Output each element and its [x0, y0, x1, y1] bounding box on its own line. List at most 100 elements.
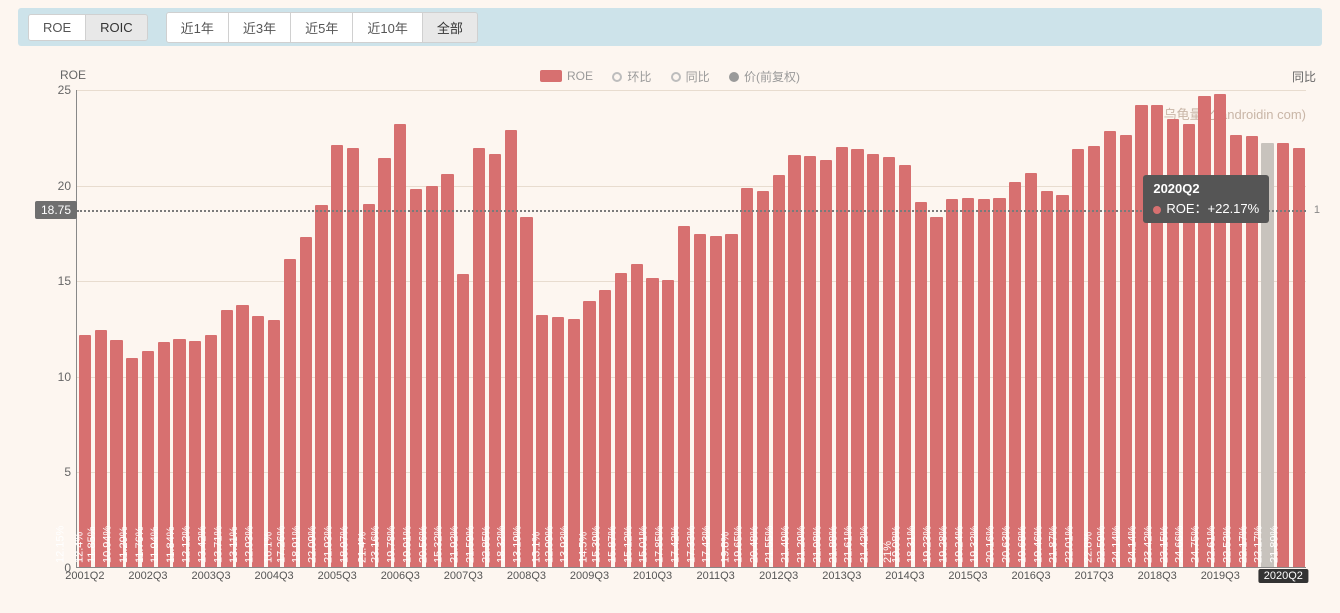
bar-value-label: 13.71%: [212, 526, 224, 563]
y-tick: 20: [58, 179, 71, 193]
bar-value-label: 22.17%: [1253, 526, 1265, 563]
bar-2017Q1[interactable]: 21.87%: [1072, 149, 1084, 567]
bar-value-label: 19.65%: [732, 526, 744, 563]
bar-value-label: 12.12%: [180, 526, 192, 563]
x-tick: 2014Q3: [885, 570, 924, 582]
tooltip-row: ROE：+22.17%: [1153, 198, 1259, 217]
bar-2019Q2[interactable]: 24.75%: [1214, 94, 1226, 567]
bar-2016Q3[interactable]: 19.68%: [1041, 191, 1053, 567]
period-tab-全部[interactable]: 全部: [423, 13, 477, 42]
bar-2010Q3[interactable]: 15.01%: [662, 280, 674, 567]
bar-2007Q4[interactable]: 21.59%: [489, 154, 501, 567]
bar-2016Q4[interactable]: 19.46%: [1056, 195, 1068, 567]
bar-2011Q3[interactable]: 17.43%: [725, 234, 737, 567]
bar-2019Q1[interactable]: 24.66%: [1198, 96, 1210, 567]
bar-2014Q3[interactable]: 19.08%: [915, 202, 927, 567]
bar-2011Q1[interactable]: 17.42%: [694, 234, 706, 567]
bar-2010Q4[interactable]: 17.85%: [678, 226, 690, 567]
bar-2008Q2[interactable]: 18.32%: [520, 217, 532, 567]
bar-2012Q2[interactable]: 20.48%: [773, 175, 785, 567]
plot-area[interactable]: 051015202512.15%12.4%11.85%10.94%11.29%1…: [76, 90, 1306, 568]
bar-value-label: 21.92%: [448, 526, 460, 563]
bar-value-label: 19.32%: [969, 526, 981, 563]
period-tab-近1年[interactable]: 近1年: [167, 13, 229, 42]
bar-value-label: 11.94%: [149, 527, 161, 564]
x-tick: 2017Q3: [1075, 570, 1114, 582]
bar-2013Q1[interactable]: 21.29%: [820, 160, 832, 567]
legend-mom[interactable]: 环比: [612, 68, 651, 85]
bar-value-label: 15.87%: [606, 526, 618, 563]
bar-value-label: 21.89%: [1268, 526, 1280, 563]
bar-value-label: 19.8%: [720, 532, 732, 563]
bar-2006Q1[interactable]: 21.4%: [378, 158, 390, 567]
bar-value-label: 19.23%: [922, 526, 934, 563]
bar-2007Q1[interactable]: 20.56%: [441, 174, 453, 567]
bar-2012Q1[interactable]: 19.65%: [757, 191, 769, 567]
bar-2008Q1[interactable]: 22.85%: [505, 130, 517, 567]
bar-2016Q2[interactable]: 20.63%: [1025, 173, 1037, 567]
bar-2010Q2[interactable]: 15.12%: [646, 278, 658, 567]
bar-2005Q2[interactable]: 22.09%: [331, 145, 343, 567]
bar-2011Q2[interactable]: 17.33%: [710, 236, 722, 567]
bar-2015Q4[interactable]: 19.32%: [993, 198, 1005, 567]
bar-2010Q1[interactable]: 15.87%: [631, 264, 643, 567]
bar-value-label: 22.59%: [1095, 526, 1107, 563]
bar-2017Q3[interactable]: 22.8%: [1104, 131, 1116, 567]
bar-2020Q2[interactable]: 22.17%: [1277, 143, 1289, 567]
bar-2004Q4[interactable]: 17.26%: [300, 237, 312, 567]
bar-2015Q3[interactable]: 19.24%: [978, 199, 990, 567]
bar-2006Q3[interactable]: 19.78%: [410, 189, 422, 567]
bar-2007Q2[interactable]: 15.32%: [457, 274, 469, 567]
bar-2005Q4[interactable]: 18.97%: [363, 204, 375, 567]
period-tab-近5年[interactable]: 近5年: [291, 13, 353, 42]
bar-2014Q1[interactable]: 21.42%: [883, 157, 895, 567]
bar-2006Q4[interactable]: 19.91%: [426, 186, 438, 567]
bar-value-label: 24.66%: [1174, 526, 1186, 563]
bar-2011Q4[interactable]: 19.8%: [741, 188, 753, 567]
metric-tab-ROIC[interactable]: ROIC: [86, 15, 147, 40]
bar-2012Q3[interactable]: 21.55%: [788, 155, 800, 567]
bar-value-label: 19.91%: [401, 526, 413, 563]
average-badge: 18.75: [35, 201, 77, 219]
bar-2017Q4[interactable]: 22.59%: [1120, 135, 1132, 567]
bar-2015Q1[interactable]: 19.23%: [946, 199, 958, 567]
bar-value-label: 22.85%: [480, 526, 492, 563]
bar-value-label: 11.85%: [86, 527, 98, 564]
x-tick: 2019Q3: [1201, 570, 1240, 582]
bar-value-label: 13.93%: [559, 526, 571, 563]
bar-2016Q1[interactable]: 20.16%: [1009, 182, 1021, 567]
period-tab-近10年[interactable]: 近10年: [353, 13, 422, 42]
bar-value-label: 17.26%: [275, 526, 287, 563]
bar-value-label: 20.56%: [417, 526, 429, 563]
bar-2015Q2[interactable]: 19.28%: [962, 198, 974, 567]
x-tick: 2004Q3: [255, 570, 294, 582]
bar-value-label: 14.5%: [578, 532, 590, 563]
legend-roe[interactable]: ROE: [540, 69, 593, 83]
bar-value-label: 24.14%: [1111, 526, 1123, 563]
bar-value-label: 19.68%: [1016, 526, 1028, 563]
bar-value-label: 21.87%: [1048, 526, 1060, 563]
bar-2004Q3[interactable]: 16.1%: [284, 259, 296, 567]
bar-value-label: 12.99%: [543, 526, 555, 563]
bar-2014Q2[interactable]: 21%: [899, 165, 911, 567]
chart-container: ROEROIC 近1年近3年近5年近10年全部 ROE 同比 ROE 环比 同比…: [0, 8, 1340, 613]
bar-2009Q4[interactable]: 15.39%: [615, 273, 627, 567]
x-tick: 2016Q3: [1011, 570, 1050, 582]
bar-2012Q4[interactable]: 21.49%: [804, 156, 816, 567]
bar-value-label: 15.32%: [433, 526, 445, 563]
bar-value-label: 18.31%: [906, 526, 918, 563]
metric-tab-ROE[interactable]: ROE: [29, 15, 86, 40]
legend-price[interactable]: 价(前复权): [729, 68, 800, 85]
bar-2014Q4[interactable]: 18.31%: [930, 217, 942, 567]
bar-2006Q2[interactable]: 23.16%: [394, 124, 406, 567]
legend-yoy[interactable]: 同比: [671, 68, 710, 85]
bar-value-label: 17.85%: [653, 526, 665, 563]
bar-value-label: 19.46%: [1032, 526, 1044, 563]
bar-2013Q4[interactable]: 21.61%: [867, 154, 879, 567]
period-toggle: 近1年近3年近5年近10年全部: [166, 12, 478, 43]
bar-value-label: 17.33%: [685, 526, 697, 563]
bar-2005Q1[interactable]: 18.91%: [315, 205, 327, 567]
tooltip: 2020Q2ROE：+22.17%: [1143, 175, 1269, 223]
bar-value-label: 22.17%: [1237, 526, 1249, 563]
period-tab-近3年[interactable]: 近3年: [229, 13, 291, 42]
